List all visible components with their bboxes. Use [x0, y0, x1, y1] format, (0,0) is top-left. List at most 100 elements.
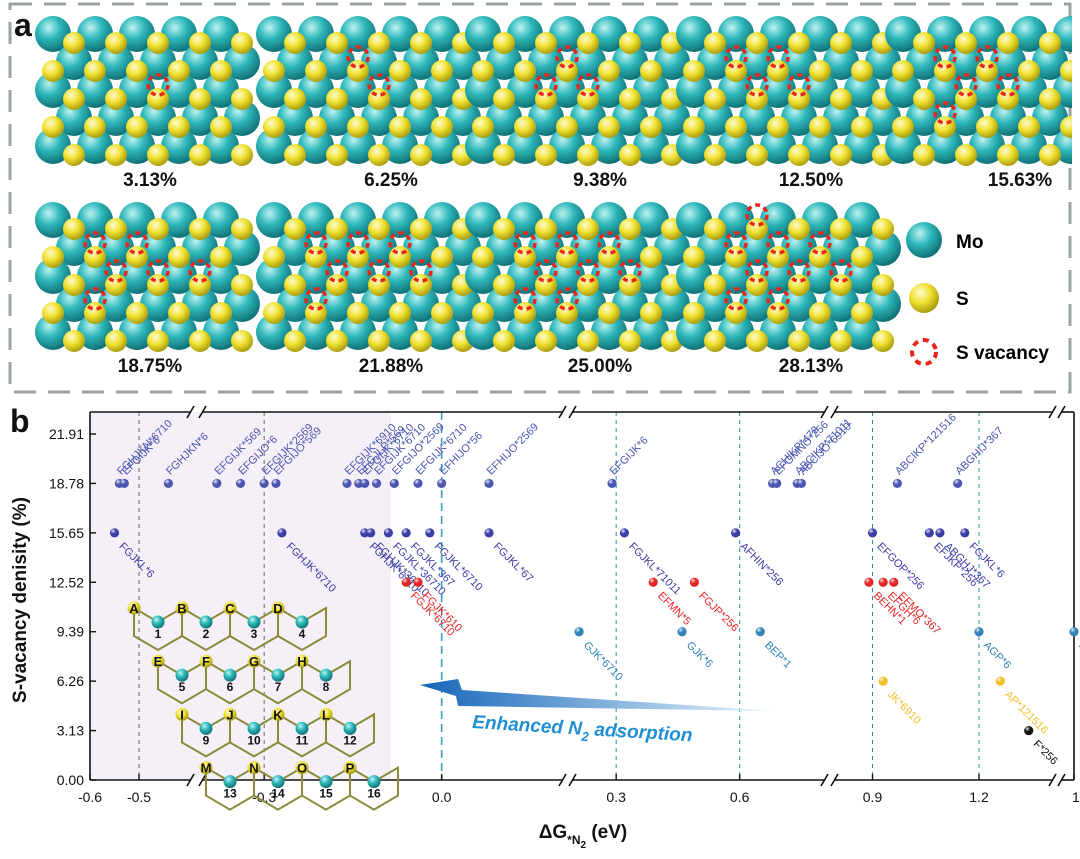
panel-a-label: a [14, 7, 32, 43]
s-atom [830, 32, 852, 54]
mo-atom [802, 72, 838, 108]
s-atom [955, 144, 977, 166]
mo-atom [528, 44, 564, 80]
s-atom [619, 144, 641, 166]
mo-atom [697, 230, 733, 266]
mo-atom [175, 668, 189, 682]
s-atom [809, 302, 831, 324]
s-vacancy-marker [534, 73, 558, 97]
mo-atom [247, 721, 261, 735]
mo-atom [361, 100, 397, 136]
s-atom [326, 32, 348, 54]
mo-atom [802, 314, 838, 350]
mo-atom [486, 44, 522, 80]
mo-atom [865, 230, 901, 266]
x-title-unit: (eV) [586, 822, 627, 843]
panel-b: b 0.00 3.13 6.26 9.39 12.52 15.65 18.78 21.91 -0… [0, 398, 1080, 854]
s-vacancy-marker [304, 287, 328, 311]
mo-atom [340, 72, 376, 108]
data-point-highlight [360, 478, 370, 489]
lattice-structure-7 [256, 202, 481, 352]
s-atom [640, 246, 662, 268]
s-atom [105, 218, 127, 240]
s-atom [368, 88, 390, 110]
y-tick-label: 3.13 [57, 723, 84, 739]
s-atom [997, 32, 1019, 54]
mo-atom [256, 128, 292, 164]
s-atom [305, 60, 327, 82]
mo-atom [161, 202, 197, 238]
mo-atom [56, 100, 92, 136]
mo-atom [77, 202, 113, 238]
mo-atom [718, 16, 754, 52]
mo-atom [507, 72, 543, 108]
mo-atom [948, 100, 984, 136]
mo-atom [486, 286, 522, 322]
s-atom [851, 246, 873, 268]
mo-atom [865, 286, 901, 322]
mo-atom [340, 258, 376, 294]
mo-atom [823, 230, 859, 266]
mo-atom [612, 100, 648, 136]
s-atom [577, 218, 599, 240]
data-point-label: FGJP*256 [696, 590, 740, 634]
s-vacancy-marker [555, 231, 579, 255]
s-atom [231, 32, 253, 54]
data-point-label: BEP*1 [762, 639, 793, 670]
s-vacancy-marker [808, 231, 832, 255]
data-point-highlight [484, 478, 494, 489]
mo-atom [382, 258, 418, 294]
mo-atom [203, 72, 239, 108]
s-vacancy-marker [146, 73, 170, 97]
s-atom [830, 330, 852, 352]
s-vacancy-marker [766, 231, 790, 255]
s-vacancy-marker [745, 259, 769, 283]
s-atom [1039, 32, 1061, 54]
mo-atom [528, 286, 564, 322]
mo-atom [403, 44, 439, 80]
s-atom [767, 246, 789, 268]
s-atom [746, 274, 768, 296]
data-point-highlight [413, 478, 423, 489]
s-atom [347, 60, 369, 82]
mo-atom [633, 72, 669, 108]
mo-atom [295, 721, 309, 735]
s-atom [189, 218, 211, 240]
s-atom [210, 246, 232, 268]
data-point-highlight [212, 478, 222, 489]
s-atom [271, 707, 285, 721]
s-vacancy-marker [745, 73, 769, 97]
data-point-highlight [935, 528, 945, 538]
s-atom [168, 246, 190, 268]
data-point-highlight [755, 627, 765, 637]
mo-atom [247, 615, 261, 629]
mo-atom [823, 100, 859, 136]
vacancy-percentage-label: 15.63% [988, 170, 1053, 191]
s-vacancy-marker [597, 231, 621, 255]
lattice-site-letter: N [249, 761, 258, 776]
mo-atom [591, 16, 627, 52]
s-atom [147, 330, 169, 352]
data-point-highlight [889, 577, 899, 587]
mo-atom [35, 258, 71, 294]
mo-atom [424, 72, 460, 108]
s-atom [42, 116, 64, 138]
mo-atom [948, 44, 984, 80]
mo-atom [697, 44, 733, 80]
axis-break-mark [830, 405, 839, 419]
s-atom [955, 88, 977, 110]
s-atom [619, 88, 641, 110]
vacancy-percentage-label: 6.25% [364, 170, 418, 191]
s-atom [619, 32, 641, 54]
s-vacancy-marker [513, 287, 537, 311]
s-atom [231, 330, 253, 352]
s-atom [683, 302, 705, 324]
s-vacancy-marker [996, 73, 1020, 97]
mo-atom [633, 258, 669, 294]
y-tick-label: 9.39 [57, 624, 84, 640]
s-vacancy-marker [724, 287, 748, 311]
data-point-highlight [689, 577, 699, 587]
axis-break-mark [558, 773, 567, 787]
s-vacancy-marker [724, 45, 748, 69]
panel-a: a 3.13% 6.25% 9.38% 12.50% 15.63% 18.75% 21.88… [8, 2, 1080, 394]
